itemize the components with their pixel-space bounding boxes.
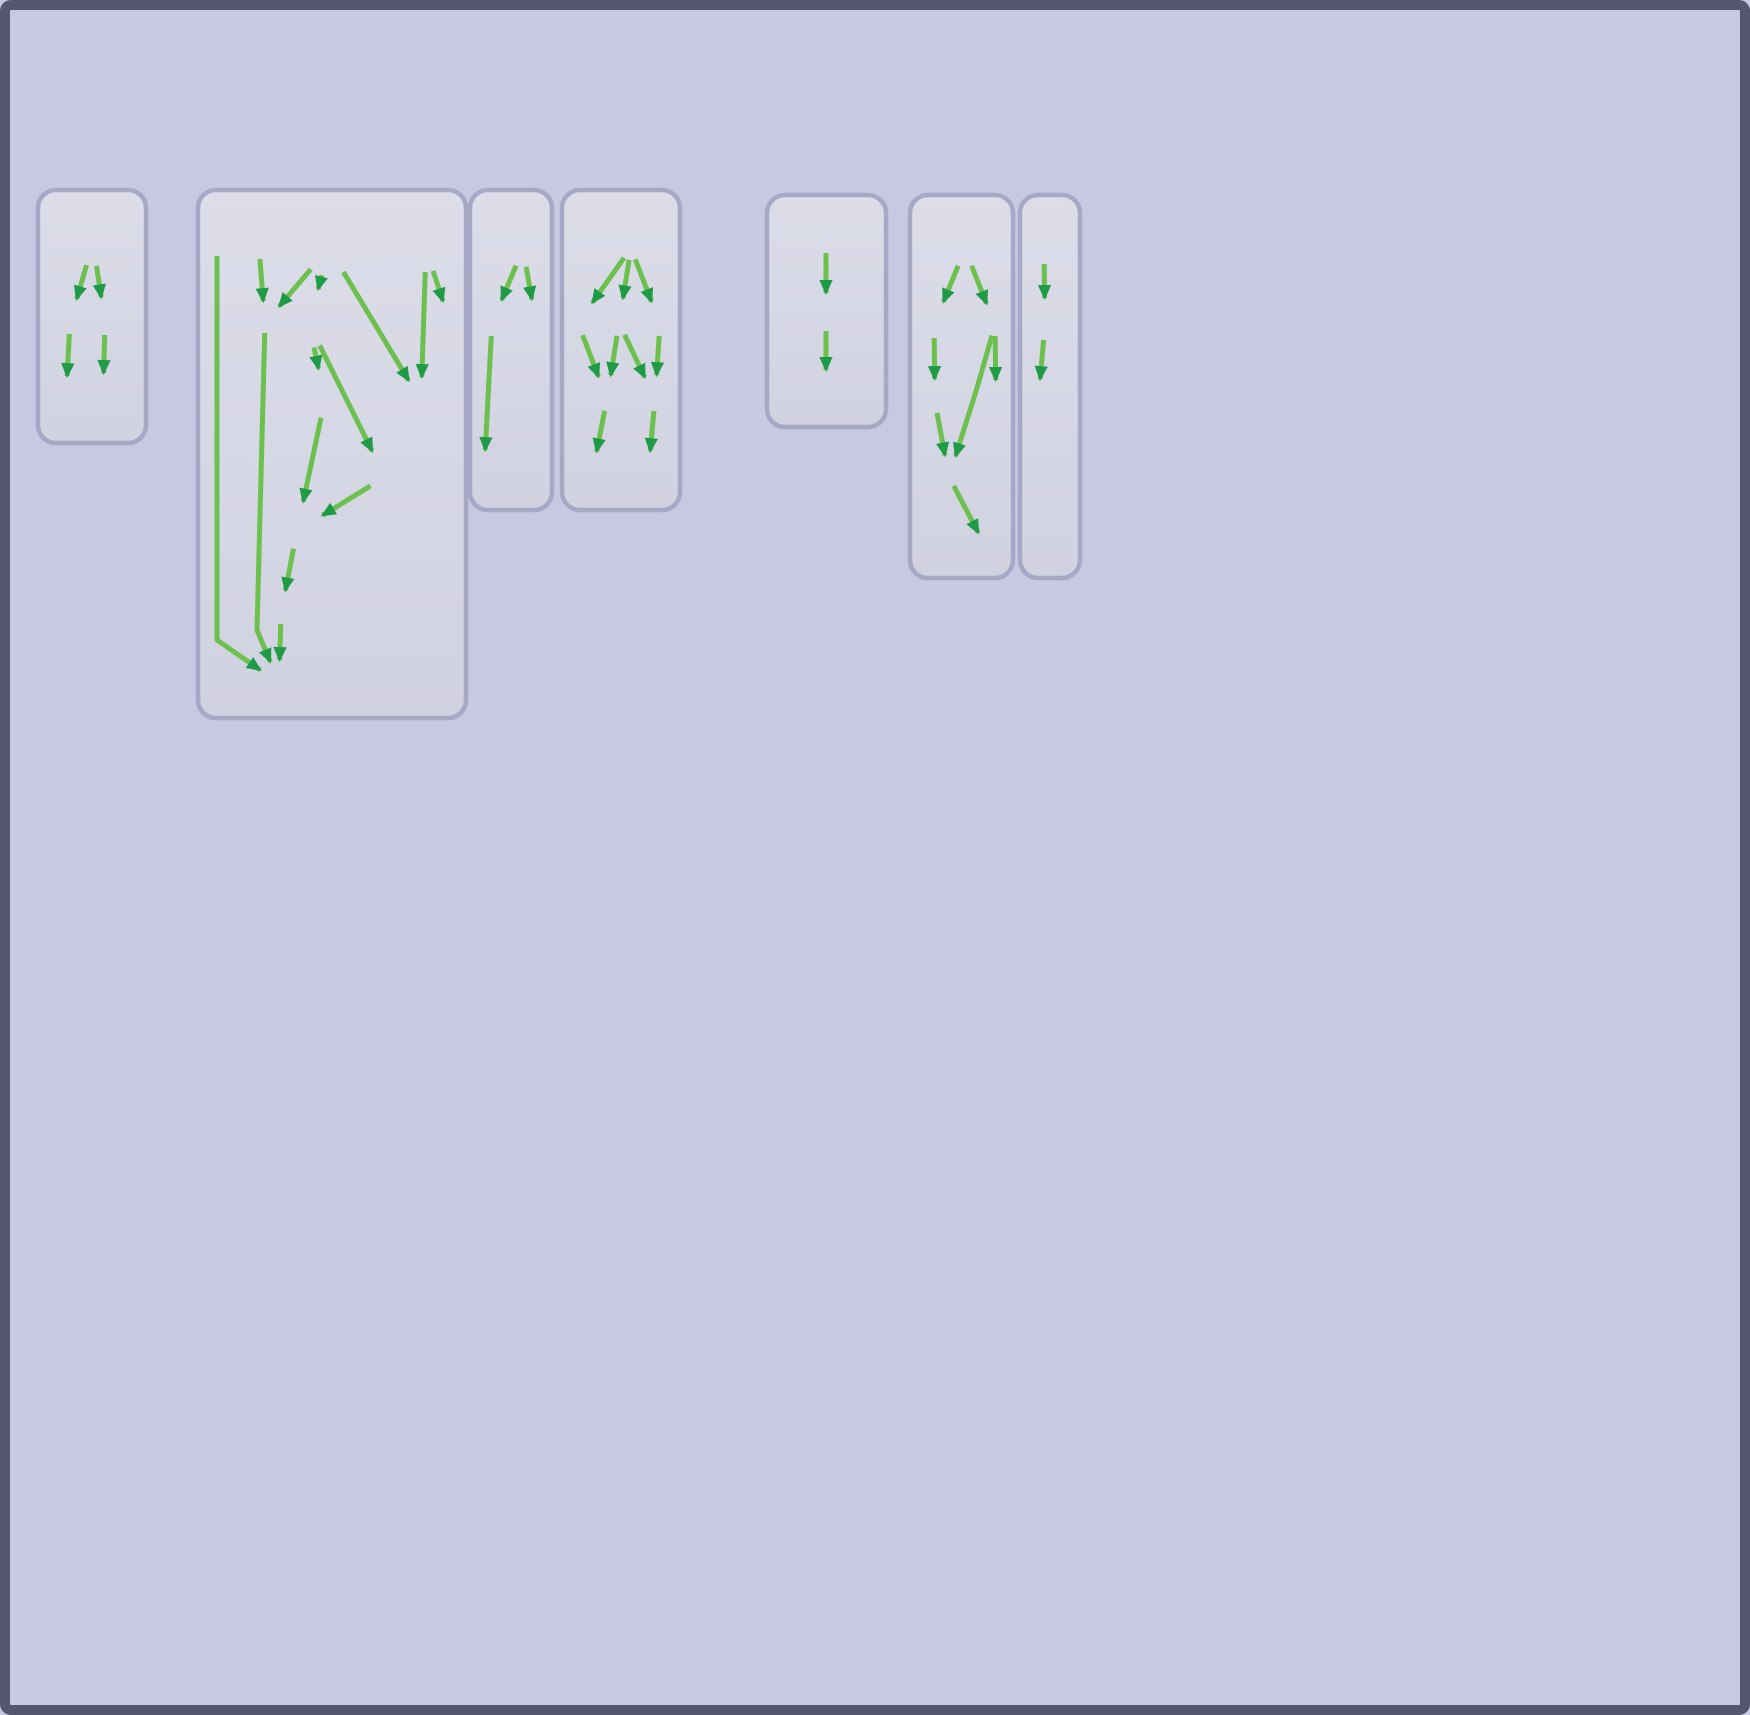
relation-edge bbox=[650, 335, 665, 378]
cluster-box-ubiq bbox=[559, 187, 683, 513]
relation-edge bbox=[499, 264, 519, 302]
edge-layer bbox=[61, 253, 1052, 672]
relation-edge bbox=[61, 333, 75, 379]
cluster-box-cell-cycle bbox=[195, 187, 469, 721]
relation-edge bbox=[523, 266, 537, 302]
relation-edge bbox=[644, 410, 659, 454]
relation-edge bbox=[479, 335, 494, 453]
relation-edge bbox=[951, 484, 981, 535]
relation-edge bbox=[317, 344, 375, 453]
cluster-box-mt-cc bbox=[35, 187, 149, 446]
relation-edge bbox=[430, 270, 446, 304]
relation-edge bbox=[309, 346, 323, 371]
relation-edge bbox=[73, 264, 89, 301]
relation-edge bbox=[255, 258, 269, 304]
relation-edge bbox=[632, 258, 654, 304]
relation-edge bbox=[618, 259, 632, 301]
relation-edge bbox=[590, 256, 627, 305]
cluster-box-ubiq2 bbox=[764, 192, 889, 430]
relation-edge bbox=[320, 483, 372, 518]
relation-edge bbox=[622, 333, 647, 380]
relation-edge bbox=[927, 337, 942, 382]
cluster-box-ribosome bbox=[907, 192, 1016, 581]
relation-edge bbox=[415, 271, 429, 380]
relation-edge bbox=[1034, 339, 1048, 382]
relation-edge bbox=[299, 417, 324, 504]
relation-edge bbox=[592, 410, 608, 454]
relation-edge bbox=[341, 270, 411, 383]
relation-edge bbox=[97, 334, 111, 376]
relation-edge bbox=[281, 548, 297, 593]
relation-edge bbox=[606, 335, 620, 378]
box-layer bbox=[35, 187, 1083, 721]
relation-edge bbox=[988, 335, 1003, 383]
relation-edge bbox=[580, 334, 601, 379]
relation-edge bbox=[273, 623, 287, 663]
cluster-box-mito bbox=[1017, 192, 1083, 581]
relation-edge bbox=[277, 267, 313, 308]
cluster-box-mt-bp bbox=[467, 187, 555, 513]
relation-edge bbox=[953, 334, 995, 458]
relation-edge bbox=[969, 264, 989, 306]
relation-edge bbox=[315, 274, 328, 292]
relation-edge bbox=[254, 332, 273, 664]
relation-edge bbox=[92, 265, 106, 300]
relation-edge bbox=[941, 264, 961, 304]
relation-edge bbox=[214, 256, 262, 672]
relation-edge bbox=[934, 412, 950, 458]
